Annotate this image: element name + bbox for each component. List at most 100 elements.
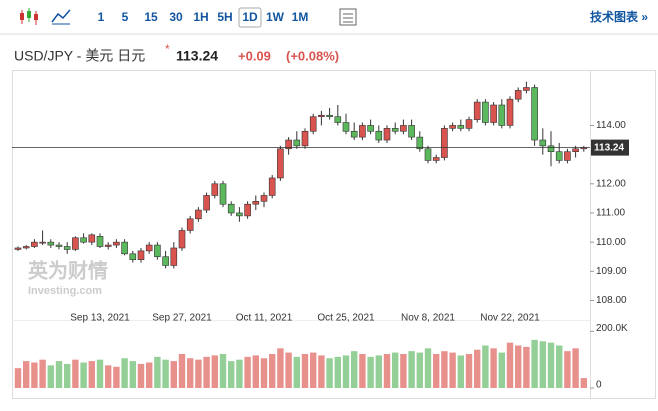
candle-body	[260, 195, 268, 202]
volume-bar	[260, 358, 268, 388]
volume-bar	[556, 345, 563, 388]
volume-bar	[211, 355, 218, 388]
star: *	[165, 42, 170, 56]
volume-bar	[392, 352, 399, 388]
interval-button[interactable]: 5H	[217, 10, 232, 24]
volume-bar	[359, 354, 366, 388]
volume-bar	[55, 361, 63, 388]
volume-bar	[375, 355, 382, 388]
volume-bar	[219, 354, 227, 388]
interval-button[interactable]: 1M	[292, 10, 309, 24]
candle-body	[203, 195, 210, 211]
x-tick-label: Sep 13, 2021	[70, 313, 130, 324]
volume-bar	[572, 348, 579, 388]
candle-body	[334, 116, 342, 123]
volume-bar	[47, 365, 54, 388]
candle-body	[121, 241, 128, 255]
volume-bar	[121, 358, 128, 388]
volume-bar	[564, 351, 571, 388]
interval-button[interactable]: 1W	[266, 10, 285, 24]
candle-body	[449, 125, 456, 129]
candle-body	[506, 98, 514, 126]
candle-body	[252, 200, 260, 205]
chart-title: USD/JPY - 美元 日元	[14, 48, 145, 64]
volume-bar	[96, 359, 104, 388]
candle-body	[88, 234, 96, 243]
volume-bar	[154, 356, 161, 388]
interval-button[interactable]: 15	[144, 10, 158, 24]
candle-body	[367, 125, 374, 132]
volume-bar	[39, 359, 46, 388]
candle-body	[227, 203, 235, 214]
volume-bar	[187, 358, 194, 388]
volume-bar	[113, 366, 120, 388]
volume-bar	[482, 345, 489, 388]
interval-button[interactable]: 5	[122, 10, 129, 24]
volume-bar	[383, 354, 391, 388]
y-tick-label: 111.00	[596, 208, 626, 219]
candle-body	[22, 246, 30, 249]
volume-bar	[465, 354, 473, 388]
candle-body	[441, 128, 448, 158]
table-icon[interactable]	[339, 8, 357, 26]
volume-bar	[351, 351, 358, 388]
candle-body	[285, 139, 292, 150]
candle-body	[416, 136, 424, 150]
candle-body	[72, 237, 79, 250]
candle-icon[interactable]	[20, 8, 38, 25]
interval-button[interactable]: 1D	[242, 10, 258, 24]
technical-chart-link[interactable]: 技术图表 »	[590, 9, 648, 24]
candle-body	[490, 104, 497, 123]
volume-bar	[326, 358, 333, 388]
volume-bar	[474, 349, 481, 388]
candle-body	[31, 241, 38, 247]
interval-button[interactable]: 1H	[193, 10, 208, 24]
volume-bar	[277, 348, 284, 388]
volume-bar	[342, 355, 350, 388]
volume-bar	[498, 352, 505, 388]
candle-body	[186, 218, 194, 231]
volume-bar	[228, 361, 235, 388]
y-tick-label: 108.00	[596, 295, 627, 306]
candle-body	[195, 209, 202, 220]
volume-bar	[424, 348, 432, 388]
volume-bar	[293, 356, 300, 388]
volume-bar	[400, 354, 407, 388]
volume-bar	[334, 356, 341, 388]
interval-button[interactable]: 1	[98, 10, 105, 24]
candle-body	[539, 139, 547, 147]
candle-body	[523, 87, 530, 91]
candle-body	[104, 244, 112, 247]
volume-bar	[80, 362, 87, 388]
candle-body	[400, 125, 407, 132]
candle-body	[47, 241, 55, 246]
candle-body	[350, 130, 358, 138]
x-tick-label: Nov 8, 2021	[401, 313, 455, 324]
volume-bar	[539, 341, 546, 388]
volume-bar	[318, 355, 325, 388]
line-icon[interactable]	[51, 9, 71, 23]
interval-button[interactable]: 30	[169, 10, 183, 24]
candle-body	[457, 125, 465, 129]
candle-body	[555, 151, 563, 161]
volume-bar	[244, 356, 251, 388]
last-price-tag-label: 113.24	[594, 142, 624, 153]
candle-body	[473, 101, 481, 120]
candle-body	[408, 125, 415, 138]
volume-bar	[515, 345, 522, 388]
x-tick-label: Nov 22, 2021	[480, 313, 540, 324]
candle-body	[359, 125, 366, 138]
candle-body	[39, 241, 46, 244]
candle-body	[14, 247, 22, 250]
volume-bar	[64, 363, 71, 388]
volume-bar	[23, 361, 30, 388]
volume-bar	[129, 361, 136, 388]
candle-body	[383, 128, 391, 141]
candle-body	[432, 157, 440, 161]
last-price-tag	[591, 139, 629, 156]
x-tick-label: Oct 25, 2021	[317, 313, 375, 324]
volume-bar	[178, 354, 186, 388]
volume-bar	[31, 362, 38, 388]
y-tick-label: 110.00	[596, 237, 626, 248]
